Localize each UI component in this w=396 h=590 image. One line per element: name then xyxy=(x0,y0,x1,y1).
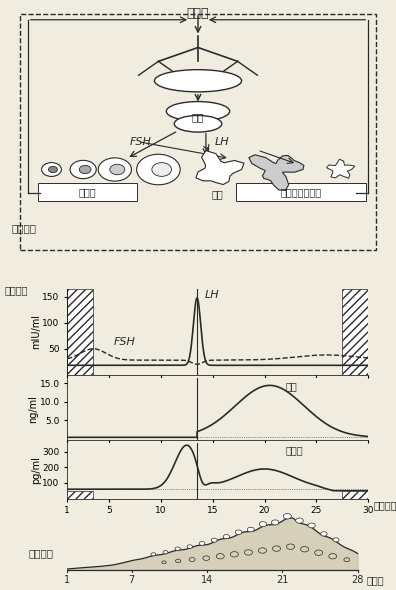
Circle shape xyxy=(79,165,91,173)
Bar xyxy=(67,289,93,375)
Ellipse shape xyxy=(259,522,267,527)
Text: 14: 14 xyxy=(201,575,213,585)
FancyBboxPatch shape xyxy=(38,183,137,201)
Bar xyxy=(342,491,368,499)
Bar xyxy=(67,491,93,499)
Y-axis label: pg/ml: pg/ml xyxy=(31,457,41,484)
Text: LH: LH xyxy=(204,290,219,300)
Bar xyxy=(342,289,368,375)
Ellipse shape xyxy=(154,70,242,92)
Ellipse shape xyxy=(321,532,327,536)
Circle shape xyxy=(42,163,61,176)
Text: （天）: （天） xyxy=(366,575,384,585)
Ellipse shape xyxy=(163,550,168,554)
Circle shape xyxy=(70,160,96,179)
Ellipse shape xyxy=(199,542,205,545)
Text: 雌激素、孕激素: 雌激素、孕激素 xyxy=(280,188,322,198)
Ellipse shape xyxy=(211,538,217,542)
Text: 孕酮: 孕酮 xyxy=(285,381,297,391)
Text: 7: 7 xyxy=(129,575,135,585)
Text: FSH: FSH xyxy=(114,336,136,346)
Ellipse shape xyxy=(223,535,230,539)
Ellipse shape xyxy=(248,527,254,532)
Text: 垂体: 垂体 xyxy=(192,112,204,122)
Circle shape xyxy=(152,163,171,176)
Text: 血清含量: 血清含量 xyxy=(12,223,37,232)
Text: 21: 21 xyxy=(276,575,288,585)
FancyBboxPatch shape xyxy=(236,183,366,201)
Y-axis label: ng/ml: ng/ml xyxy=(28,395,38,422)
Ellipse shape xyxy=(151,553,156,556)
Polygon shape xyxy=(327,159,355,178)
Text: 1: 1 xyxy=(64,575,70,585)
Text: 28: 28 xyxy=(351,575,364,585)
Text: 血清含量: 血清含量 xyxy=(4,285,28,295)
Ellipse shape xyxy=(175,547,180,550)
Polygon shape xyxy=(196,150,244,185)
Ellipse shape xyxy=(333,538,339,542)
Circle shape xyxy=(137,154,180,185)
Ellipse shape xyxy=(166,101,230,121)
Ellipse shape xyxy=(174,116,222,132)
Text: LH: LH xyxy=(215,137,229,147)
Circle shape xyxy=(49,166,57,173)
Ellipse shape xyxy=(235,530,242,535)
Polygon shape xyxy=(249,155,304,191)
Ellipse shape xyxy=(283,513,291,519)
Y-axis label: mIU/ml: mIU/ml xyxy=(31,314,41,349)
Ellipse shape xyxy=(308,523,315,528)
Text: 排卵: 排卵 xyxy=(212,189,224,199)
Text: 雌激素: 雌激素 xyxy=(78,188,96,198)
Circle shape xyxy=(98,158,131,181)
Text: 子宫内膜: 子宫内膜 xyxy=(29,548,53,558)
Text: 雌二醇: 雌二醇 xyxy=(285,445,303,455)
Text: 下丘脑: 下丘脑 xyxy=(187,7,209,20)
Ellipse shape xyxy=(187,545,192,549)
Ellipse shape xyxy=(271,520,279,525)
Text: （周期天）: （周期天） xyxy=(373,500,396,510)
Text: FSH: FSH xyxy=(129,137,152,147)
Ellipse shape xyxy=(296,518,303,523)
Circle shape xyxy=(110,164,125,175)
